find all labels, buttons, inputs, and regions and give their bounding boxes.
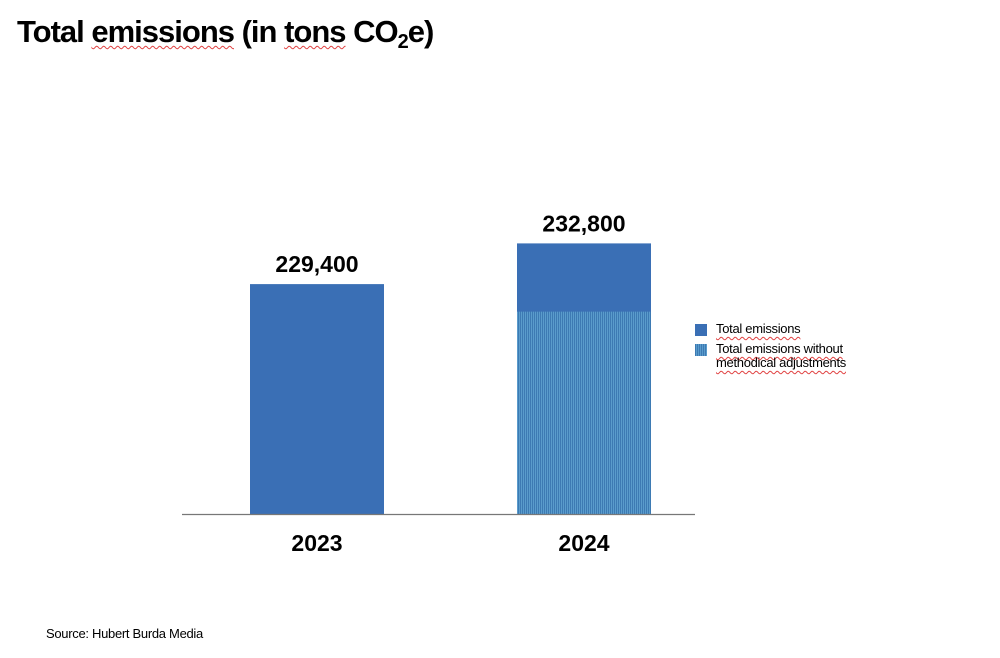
legend-swatch-hatch bbox=[695, 344, 707, 356]
data-label-2023: 229,400 bbox=[275, 251, 358, 277]
legend-item-without-adjustments: Total emissions without methodical adjus… bbox=[695, 342, 876, 370]
legend-label: Total emissions bbox=[716, 321, 801, 336]
title-subscript: 2 bbox=[397, 31, 409, 53]
x-tick-label-2024: 2024 bbox=[558, 530, 609, 556]
title-main: Total emissions (in tons CO bbox=[17, 14, 399, 49]
chart-title: Total emissions (in tons CO2e) bbox=[17, 14, 435, 53]
legend-item-total: Total emissions bbox=[695, 322, 876, 336]
title-suffix: e) bbox=[407, 14, 435, 49]
x-tick-label-2023: 2023 bbox=[291, 530, 342, 556]
bar-without-adjustments-2024 bbox=[517, 311, 651, 514]
data-label-2024: 232,800 bbox=[542, 210, 625, 236]
legend-label: Total emissions without methodical adjus… bbox=[716, 341, 846, 370]
title-emissions-word: emissions bbox=[91, 14, 235, 49]
legend-swatch-solid bbox=[695, 324, 707, 336]
bar-total-2023 bbox=[250, 284, 384, 514]
title-tons-word: tons bbox=[284, 14, 346, 49]
source-note: Source: Hubert Burda Media bbox=[46, 626, 203, 641]
chart-legend: Total emissions Total emissions without … bbox=[695, 322, 876, 376]
